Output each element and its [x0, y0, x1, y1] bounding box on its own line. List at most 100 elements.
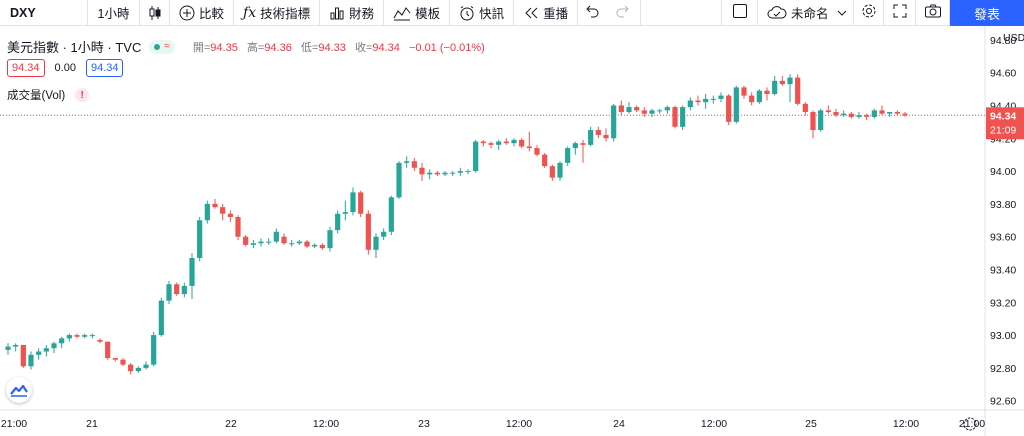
candle-body — [787, 77, 793, 85]
settings-button[interactable] — [854, 0, 884, 26]
undo-button[interactable] — [578, 0, 606, 26]
snapshot-button[interactable] — [916, 0, 950, 26]
price-tick-label: 93.60 — [990, 232, 1016, 244]
candle-body — [741, 87, 747, 96]
candle-body — [243, 236, 249, 245]
volume-label[interactable]: 成交量(Vol) — [7, 90, 66, 102]
candle-body — [450, 172, 456, 174]
toolbar-spacer — [641, 0, 722, 26]
candles-group — [5, 74, 908, 375]
warning-icon[interactable]: ! — [75, 88, 90, 102]
candle-body — [672, 107, 678, 127]
last-price-marker: 94.34 21:09 — [986, 107, 1024, 140]
candle-body — [480, 141, 486, 144]
top-toolbar: DXY 1小時 比較 ƒx 技術指標 財務 模板 快訊 重播 未命名 — [0, 0, 1024, 26]
candlestick-icon — [147, 5, 163, 21]
candle-body — [158, 300, 164, 336]
candle-body — [434, 172, 440, 175]
layout-name-button[interactable]: 未命名 — [758, 0, 854, 26]
candle-body — [258, 241, 264, 244]
indicators-button[interactable]: ƒx 技術指標 — [234, 0, 321, 26]
candle-body — [120, 359, 126, 365]
ask-button[interactable]: 94.34 — [85, 59, 124, 77]
price-chart[interactable]: 94.8094.6094.4094.2094.0093.8093.6093.40… — [0, 26, 1024, 436]
candle-body — [526, 146, 532, 149]
candle-body — [779, 80, 785, 85]
candle-body — [97, 340, 103, 342]
candle-body — [841, 113, 847, 116]
candle-body — [833, 112, 839, 116]
layout-name-label: 未命名 — [791, 7, 829, 21]
expand-icon — [893, 4, 907, 21]
candle-body — [756, 90, 762, 103]
candle-body — [396, 162, 402, 198]
candle-body — [588, 130, 594, 145]
candle-body — [549, 166, 555, 178]
candle-body — [856, 115, 862, 117]
candle-body — [710, 98, 716, 100]
low-label: 低= — [300, 41, 319, 54]
expand-button[interactable] — [884, 0, 916, 26]
candle-body — [565, 148, 571, 163]
candle-body — [519, 139, 525, 147]
chart-type-button[interactable] — [140, 0, 170, 26]
compare-button[interactable]: 比較 — [170, 0, 235, 26]
candle-body — [197, 220, 203, 259]
candle-body — [143, 364, 149, 368]
publish-button[interactable]: 發表 — [950, 0, 1024, 26]
ohlc-values: 開=94.35 高=94.36 低=94.33 收=94.34 −0.01 (−… — [193, 39, 491, 55]
time-axis[interactable]: 21:00 21 22 12:00 23 12:00 24 12:00 25 12:00 21:00 — [1, 418, 985, 430]
price-tick-label: 93.40 — [990, 264, 1016, 276]
series-title[interactable]: 美元指數 · 1小時 · TVC — [7, 40, 142, 55]
candle-body — [488, 143, 494, 145]
candle-body — [680, 107, 686, 127]
candle-body — [611, 105, 617, 139]
templates-icon — [393, 5, 411, 21]
candle-body — [618, 105, 624, 113]
symbol-search-button[interactable]: DXY — [0, 0, 88, 26]
price-axis[interactable]: 94.8094.6094.4094.2094.0093.8093.6093.40… — [990, 35, 1016, 408]
candle-body — [89, 335, 95, 337]
templates-button[interactable]: 模板 — [384, 0, 451, 26]
time-tick-label: 12:00 — [506, 418, 532, 430]
alert-button[interactable]: 快訊 — [450, 0, 515, 26]
candle-body — [733, 87, 739, 122]
interval-button[interactable]: 1小時 — [88, 0, 140, 26]
axis-settings-button[interactable] — [963, 417, 977, 431]
interval-label: 1小時 — [97, 7, 130, 21]
candle-body — [112, 358, 118, 360]
candle-body — [580, 143, 586, 145]
gear-icon — [963, 417, 977, 431]
candle-body — [802, 103, 808, 113]
price-tick-label: 93.00 — [990, 330, 1016, 342]
candle-body — [718, 95, 724, 99]
redo-button[interactable] — [606, 0, 642, 26]
candle-body — [864, 115, 870, 117]
candle-body — [795, 77, 801, 104]
currency-label[interactable]: USD — [1003, 32, 1024, 44]
chart-pane[interactable] — [0, 26, 985, 410]
candle-body — [902, 113, 908, 116]
fullscreen-layout-button[interactable] — [722, 0, 758, 26]
bid-button[interactable]: 94.34 — [7, 59, 45, 77]
replay-button[interactable]: 重播 — [514, 0, 579, 26]
tradingview-logo-button[interactable] — [6, 377, 32, 403]
candle-body — [749, 95, 755, 103]
candle-body — [266, 241, 272, 243]
candle-body — [465, 171, 471, 173]
approx-icon: ≈ — [164, 41, 170, 52]
bar-chart-icon — [329, 5, 345, 21]
open-value: 94.35 — [210, 41, 238, 54]
close-value: 94.34 — [372, 41, 400, 54]
market-status-badge[interactable]: ≈ — [149, 39, 175, 54]
candle-body — [411, 161, 417, 168]
candle-body — [289, 243, 295, 245]
candle-body — [542, 154, 548, 167]
financials-button[interactable]: 財務 — [320, 0, 385, 26]
candle-body — [825, 110, 831, 113]
camera-icon — [924, 3, 942, 22]
time-tick-label: 12:00 — [313, 418, 339, 430]
candle-body — [641, 110, 647, 114]
time-tick-label: 21:00 — [1, 418, 27, 430]
candle-body — [419, 167, 425, 175]
